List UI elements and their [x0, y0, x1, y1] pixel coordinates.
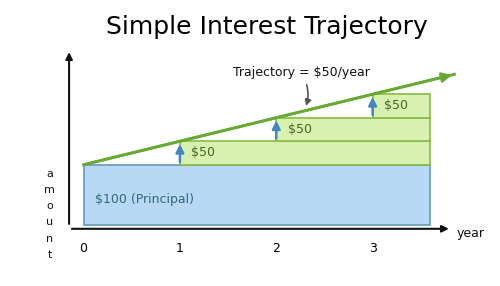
- Text: u: u: [46, 217, 54, 227]
- Bar: [372, 94, 430, 118]
- Bar: [84, 165, 430, 225]
- Text: Trajectory = $50/year: Trajectory = $50/year: [233, 66, 370, 104]
- Text: $50: $50: [384, 100, 408, 112]
- Text: o: o: [46, 201, 53, 211]
- Text: $100 (Principal): $100 (Principal): [95, 193, 194, 206]
- Text: t: t: [48, 250, 52, 260]
- Text: n: n: [46, 234, 54, 244]
- Title: Simple Interest Trajectory: Simple Interest Trajectory: [106, 15, 428, 39]
- Text: a: a: [46, 169, 54, 179]
- Bar: [276, 118, 430, 141]
- Text: m: m: [44, 185, 56, 195]
- Text: $50: $50: [288, 123, 312, 136]
- Text: year: year: [456, 227, 484, 241]
- Text: $50: $50: [192, 146, 216, 160]
- Bar: [180, 141, 430, 165]
